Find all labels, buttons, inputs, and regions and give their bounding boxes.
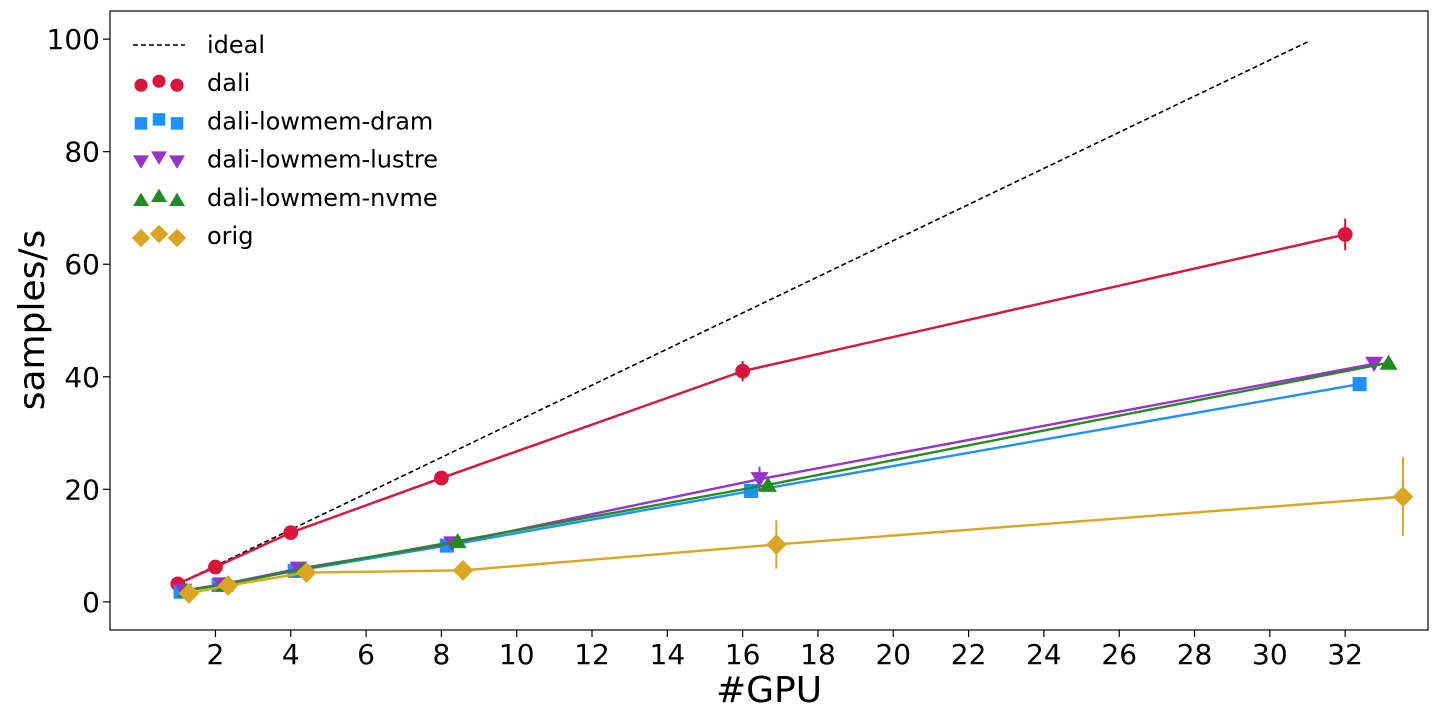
data-point — [296, 562, 317, 583]
x-tick-label: 4 — [282, 638, 300, 671]
legend-item-dali-lowmem-dram: dali-lowmem-dram — [134, 107, 433, 135]
legend-label: orig — [207, 222, 253, 250]
x-tick-label: 2 — [207, 638, 225, 671]
x-tick-label: 8 — [432, 638, 450, 671]
legend-marker — [152, 113, 166, 126]
x-tick-label: 20 — [875, 638, 911, 671]
x-tick-label: 14 — [650, 638, 686, 671]
x-tick-label: 18 — [800, 638, 836, 671]
legend-marker — [151, 188, 167, 203]
series-layer — [170, 41, 1414, 604]
x-axis: 2 4 6 8 10 12 14 16 18 20 22 24 26 28 30 32 — [207, 630, 1363, 671]
y-axis-label: samples/s — [12, 230, 53, 411]
x-tick-label: 24 — [1026, 638, 1062, 671]
legend-marker — [169, 192, 185, 207]
series-orig — [178, 457, 1414, 604]
legend-marker — [134, 117, 148, 130]
series-line — [177, 41, 1308, 585]
legend-label: dali — [207, 69, 250, 97]
legend-marker — [151, 151, 167, 165]
x-tick-label: 32 — [1327, 638, 1363, 671]
legend-label: dali-lowmem-lustre — [207, 146, 438, 174]
legend-marker — [170, 117, 184, 130]
legend-marker — [133, 192, 149, 207]
legend-label: dali-lowmem-dram — [207, 107, 433, 135]
data-point — [735, 363, 751, 379]
legend-item-ideal: ideal — [133, 31, 265, 59]
x-tick-label: 30 — [1252, 638, 1288, 671]
x-tick-label: 16 — [725, 638, 761, 671]
data-point — [283, 525, 299, 541]
y-tick-label: 60 — [64, 248, 100, 281]
y-tick-label: 20 — [64, 473, 100, 506]
legend-item-dali-lowmem-nvme: dali-lowmem-nvme — [133, 184, 438, 212]
y-axis: 0 20 40 60 80 100 — [47, 23, 110, 619]
y-tick-label: 0 — [82, 586, 100, 619]
x-tick-label: 22 — [951, 638, 987, 671]
legend-marker — [131, 228, 151, 248]
data-point — [1392, 486, 1414, 507]
y-tick-label: 80 — [64, 136, 100, 169]
x-tick-label: 26 — [1101, 638, 1137, 671]
legend-marker — [134, 78, 148, 92]
y-tick-label: 100 — [47, 23, 100, 56]
data-point — [750, 472, 769, 488]
data-point — [434, 470, 449, 486]
data-point — [1379, 354, 1398, 370]
data-point — [448, 532, 467, 549]
legend-label: ideal — [207, 31, 265, 59]
legend-marker — [133, 155, 149, 169]
legend-item-orig: orig — [131, 222, 253, 250]
x-tick-label: 6 — [357, 638, 375, 671]
data-point — [758, 476, 777, 492]
legend-label: dali-lowmem-nvme — [207, 184, 438, 212]
series-ideal — [177, 41, 1308, 585]
legend-item-dali-lowmem-lustre: dali-lowmem-lustre — [133, 146, 438, 174]
legend-item-dali: dali — [134, 69, 250, 97]
legend-marker — [149, 224, 169, 244]
x-tick-label: 28 — [1177, 638, 1213, 671]
data-point — [217, 575, 239, 596]
legend-marker — [152, 74, 166, 88]
x-tick-label: 10 — [499, 638, 535, 671]
y-tick-label: 40 — [64, 361, 100, 394]
legend: ideal dali dali-lowmem-dram dali-lowmem-lus… — [131, 31, 438, 250]
data-point — [1337, 227, 1353, 242]
legend-marker — [167, 228, 187, 248]
data-point — [1352, 377, 1367, 392]
data-point — [766, 534, 787, 555]
data-point — [452, 560, 474, 581]
plot-area — [109, 10, 1429, 631]
x-axis-label: #GPU — [716, 670, 822, 711]
data-point — [208, 559, 223, 575]
data-point — [178, 583, 200, 604]
x-tick-label: 12 — [574, 638, 610, 671]
legend-marker — [169, 155, 185, 169]
legend-marker — [170, 78, 184, 92]
